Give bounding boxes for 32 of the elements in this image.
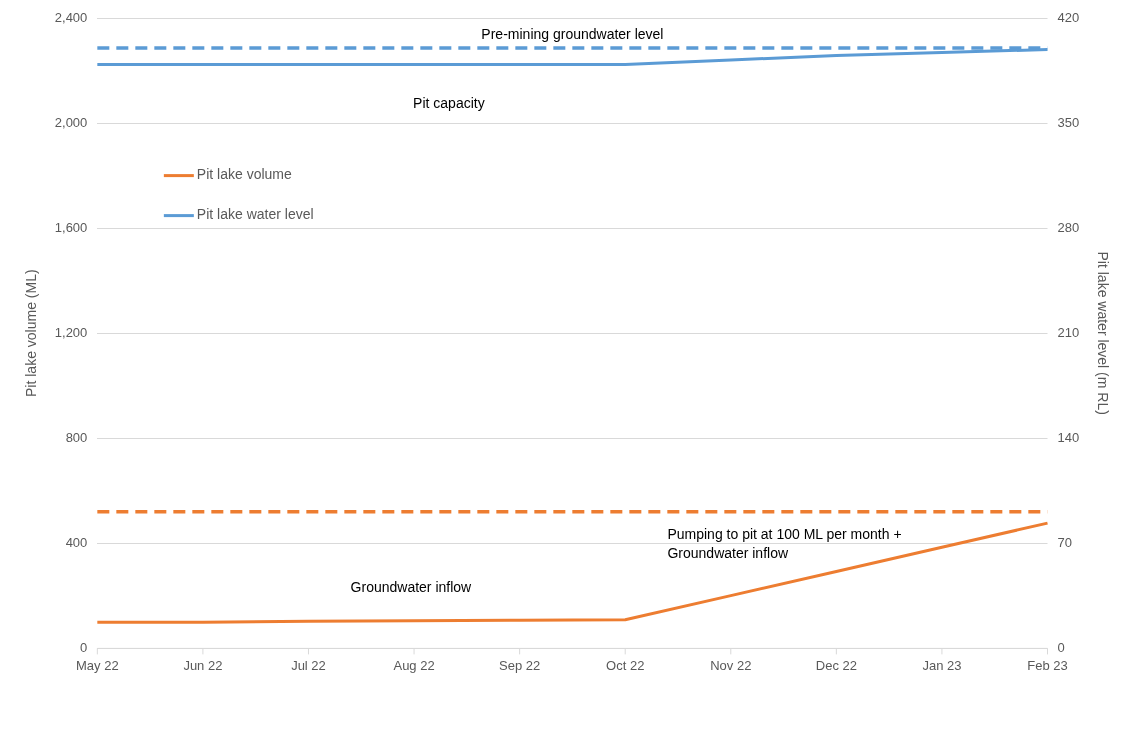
x-tick-label: Dec 22 — [815, 657, 857, 673]
y2-axis-title: Pit lake water level (m RL) — [1094, 251, 1111, 415]
y2-tick-label: 420 — [1057, 9, 1080, 25]
x-tick-label: May 22 — [76, 657, 119, 673]
y-tick-label: 400 — [65, 534, 88, 550]
ref-line-label: Pre-mining groundwater level — [481, 25, 664, 42]
y2-tick-label: 350 — [1057, 114, 1080, 130]
annotation: Pit capacity — [413, 95, 485, 112]
y2-tick-label: 70 — [1057, 534, 1072, 550]
x-tick-label: Nov 22 — [710, 657, 752, 673]
y-axis-title: Pit lake volume (ML) — [23, 269, 40, 397]
y-tick-label: 1,600 — [54, 219, 88, 235]
y2-tick-label: 140 — [1057, 429, 1080, 445]
legend-label: Pit lake volume — [196, 166, 292, 183]
x-tick-label: Sep 22 — [499, 657, 541, 673]
x-tick-label: Jun 22 — [183, 657, 223, 673]
legend-label: Pit lake water level — [196, 206, 314, 223]
x-tick-label: Oct 22 — [606, 657, 645, 673]
y-tick-label: 0 — [80, 639, 88, 655]
x-tick-label: Aug 22 — [393, 657, 435, 673]
y-tick-label: 2,400 — [54, 9, 88, 25]
y2-tick-label: 280 — [1057, 219, 1080, 235]
y-tick-label: 800 — [65, 429, 88, 445]
annotation: Pumping to pit at 100 ML per month + Groundwater inflow — [667, 526, 902, 562]
y-tick-label: 1,200 — [54, 324, 88, 340]
annotation: Groundwater inflow — [350, 579, 473, 596]
x-tick-label: Feb 23 — [1027, 657, 1068, 673]
x-tick-label: Jan 23 — [922, 657, 962, 673]
x-tick-label: Jul 22 — [291, 657, 326, 673]
y2-tick-label: 210 — [1057, 324, 1080, 340]
y-tick-label: 2,000 — [54, 114, 88, 130]
y2-tick-label: 0 — [1057, 639, 1065, 655]
